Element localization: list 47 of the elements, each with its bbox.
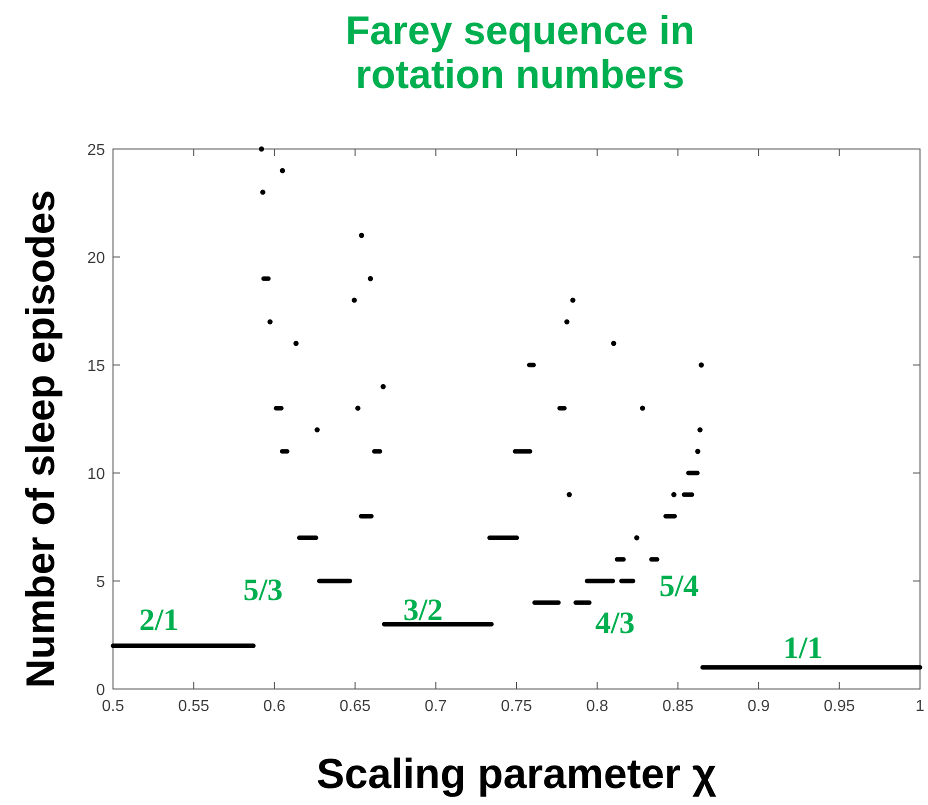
x-tick-label: 0.8 bbox=[586, 698, 608, 715]
x-tick-label: 0.55 bbox=[178, 698, 210, 715]
chart-title: Farey sequence in rotation numbers bbox=[345, 9, 695, 97]
y-tick-label: 20 bbox=[87, 250, 106, 267]
point bbox=[293, 340, 299, 346]
point bbox=[380, 384, 386, 390]
annotation: 1/1 bbox=[783, 630, 823, 665]
x-tick-label: 0.85 bbox=[662, 698, 694, 715]
point bbox=[697, 427, 703, 432]
y-tick-label: 25 bbox=[87, 142, 106, 159]
point bbox=[280, 168, 286, 174]
y-tick-label: 5 bbox=[96, 574, 106, 591]
x-tick-label: 1 bbox=[916, 698, 925, 715]
point bbox=[258, 146, 264, 152]
annotation: 5/4 bbox=[659, 568, 699, 603]
point bbox=[314, 427, 320, 432]
point bbox=[671, 492, 676, 498]
x-tick-label: 0.65 bbox=[340, 698, 371, 715]
annotation: 2/1 bbox=[139, 602, 179, 637]
point bbox=[611, 340, 616, 346]
x-tick-label: 0.9 bbox=[747, 698, 770, 715]
point bbox=[570, 298, 576, 303]
annotation: 5/3 bbox=[243, 572, 283, 607]
point bbox=[260, 190, 266, 195]
point bbox=[564, 319, 570, 324]
point bbox=[566, 492, 572, 498]
y-tick-label: 10 bbox=[87, 466, 106, 483]
point bbox=[368, 276, 374, 282]
point bbox=[640, 406, 646, 411]
x-tick-label: 0.75 bbox=[500, 698, 532, 715]
y-tick-label: 0 bbox=[96, 682, 106, 699]
y-tick-label: 15 bbox=[87, 358, 106, 375]
point bbox=[358, 232, 364, 238]
annotation: 3/2 bbox=[403, 592, 443, 627]
x-tick-label: 0.5 bbox=[102, 698, 124, 715]
point bbox=[698, 362, 704, 368]
x-tick-label: 0.7 bbox=[424, 698, 448, 715]
point bbox=[352, 298, 357, 303]
point bbox=[634, 535, 640, 540]
x-axis-title: Scaling parameter χ bbox=[316, 750, 717, 797]
point bbox=[267, 319, 273, 324]
x-tick-label: 0.6 bbox=[263, 698, 286, 715]
y-axis-title: Number of sleep episodes bbox=[19, 190, 63, 688]
x-tick-label: 0.95 bbox=[824, 698, 855, 715]
point bbox=[355, 406, 360, 411]
annotation: 4/3 bbox=[595, 605, 635, 640]
point bbox=[695, 448, 700, 454]
